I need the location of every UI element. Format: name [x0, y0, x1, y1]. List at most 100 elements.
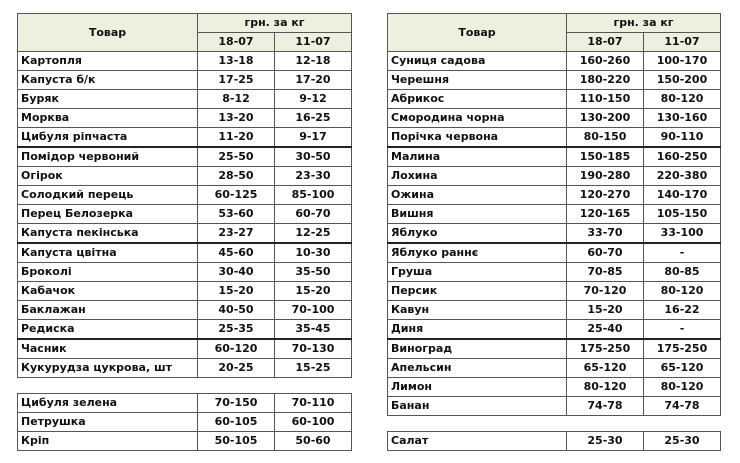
product-name: Яблуко раннє: [387, 242, 567, 263]
salad-price-table: Салат 25-30 25-30: [387, 431, 721, 451]
product-name: Баклажан: [17, 300, 198, 320]
unit-header: грн. за кг: [566, 13, 721, 33]
price-date1: 45-60: [197, 242, 275, 263]
product-name: Часник: [17, 338, 198, 359]
table-row: Кукурудза цукрова, шт 20-25 15-25: [17, 358, 352, 378]
table-row: Цибуля ріпчаста 11-20 9-17: [17, 127, 352, 148]
price-date2: -: [643, 242, 721, 263]
price-date1: 60-125: [197, 185, 275, 205]
greens-price-table: Цибуля зелена 70-150 70-110 Петрушка 60-105 6…: [17, 393, 352, 451]
price-date2: 100-170: [643, 51, 721, 71]
product-name: Груша: [387, 262, 567, 282]
price-date2: 30-50: [274, 146, 352, 167]
product-name: Виноград: [387, 338, 567, 359]
price-date1: 110-150: [566, 89, 644, 109]
product-name: Персик: [387, 281, 567, 301]
price-date1: 70-150: [197, 393, 275, 413]
table-row: Редиска 25-35 35-45: [17, 319, 352, 340]
price-date2: 220-380: [643, 166, 721, 186]
product-name: Черешня: [387, 70, 567, 90]
price-date1: 23-27: [197, 223, 275, 244]
table-row: Лохина 190-280 220-380: [387, 166, 721, 186]
table-row: Цибуля зелена 70-150 70-110: [17, 393, 352, 413]
table-row: Яблуко 33-70 33-100: [387, 223, 721, 244]
price-date1: 190-280: [566, 166, 644, 186]
date2-header: 11-07: [274, 32, 352, 52]
price-date2: 80-120: [643, 377, 721, 397]
price-date2: 80-120: [643, 89, 721, 109]
price-date1: 175-250: [566, 338, 644, 359]
price-date1: 74-78: [566, 396, 644, 416]
table-row: Картопля 13-18 12-18: [17, 51, 352, 71]
price-date1: 11-20: [197, 127, 275, 148]
price-date2: 74-78: [643, 396, 721, 416]
price-date1: 30-40: [197, 262, 275, 282]
table-row: Кавун 15-20 16-22: [387, 300, 721, 320]
price-date2: 130-160: [643, 108, 721, 128]
product-name: Морква: [17, 108, 198, 128]
price-date1: 33-70: [566, 223, 644, 244]
product-name: Помідор червоний: [17, 146, 198, 167]
product-name: Лимон: [387, 377, 567, 397]
table-row: Баклажан 40-50 70-100: [17, 300, 352, 320]
price-date2: 90-110: [643, 127, 721, 148]
product-name: Броколі: [17, 262, 198, 282]
product-name: Солодкий перець: [17, 185, 198, 205]
product-name: Огірок: [17, 166, 198, 186]
price-date2: 15-25: [274, 358, 352, 378]
price-date2: 60-100: [274, 412, 352, 432]
price-date1: 120-165: [566, 204, 644, 224]
product-name: Салат: [387, 431, 567, 451]
price-date1: 60-70: [566, 242, 644, 263]
price-date1: 130-200: [566, 108, 644, 128]
price-date1: 65-120: [566, 358, 644, 378]
price-date2: 150-200: [643, 70, 721, 90]
price-date1: 60-120: [197, 338, 275, 359]
product-name: Вишня: [387, 204, 567, 224]
table-row: Морква 13-20 16-25: [17, 108, 352, 128]
table-row: Помідор червоний 25-50 30-50: [17, 146, 352, 167]
table-row: Буряк 8-12 9-12: [17, 89, 352, 109]
table-row: Груша 70-85 80-85: [387, 262, 721, 282]
product-name: Цибуля ріпчаста: [17, 127, 198, 148]
table-row: Черешня 180-220 150-200: [387, 70, 721, 90]
table-row: Капуста пекінська 23-27 12-25: [17, 223, 352, 244]
price-date1: 70-120: [566, 281, 644, 301]
price-date2: 23-30: [274, 166, 352, 186]
product-name: Яблуко: [387, 223, 567, 244]
table-row: Виноград 175-250 175-250: [387, 338, 721, 359]
price-date2: 70-110: [274, 393, 352, 413]
product-name: Петрушка: [17, 412, 198, 432]
product-name: Редиска: [17, 319, 198, 340]
price-date2: 35-50: [274, 262, 352, 282]
product-name: Цибуля зелена: [17, 393, 198, 413]
table-row: Ожина 120-270 140-170: [387, 185, 721, 205]
price-date1: 40-50: [197, 300, 275, 320]
price-date1: 28-50: [197, 166, 275, 186]
product-name: Капуста пекінська: [17, 223, 198, 244]
table-row: Кабачок 15-20 15-20: [17, 281, 352, 301]
product-name: Порічка червона: [387, 127, 567, 148]
price-date2: 12-25: [274, 223, 352, 244]
price-date1: 60-105: [197, 412, 275, 432]
unit-header: грн. за кг: [197, 13, 352, 33]
price-date1: 80-120: [566, 377, 644, 397]
table-row: Малина 150-185 160-250: [387, 146, 721, 167]
table-row: Апельсин 65-120 65-120: [387, 358, 721, 378]
product-name: Малина: [387, 146, 567, 167]
price-date2: 35-45: [274, 319, 352, 340]
table-row: Капуста цвітна 45-60 10-30: [17, 242, 352, 263]
price-date1: 25-30: [566, 431, 644, 451]
table-row: Лимон 80-120 80-120: [387, 377, 721, 397]
price-date1: 13-18: [197, 51, 275, 71]
price-date2: 60-70: [274, 204, 352, 224]
fruits-price-table: Товар грн. за кг 18-07 11-07 Суниця садо…: [387, 13, 721, 416]
table-row: Салат 25-30 25-30: [387, 431, 721, 451]
date1-header: 18-07: [566, 32, 644, 52]
table-row: Петрушка 60-105 60-100: [17, 412, 352, 432]
product-header: Товар: [387, 13, 567, 52]
product-name: Буряк: [17, 89, 198, 109]
price-date1: 15-20: [566, 300, 644, 320]
price-date1: 180-220: [566, 70, 644, 90]
table-row: Броколі 30-40 35-50: [17, 262, 352, 282]
